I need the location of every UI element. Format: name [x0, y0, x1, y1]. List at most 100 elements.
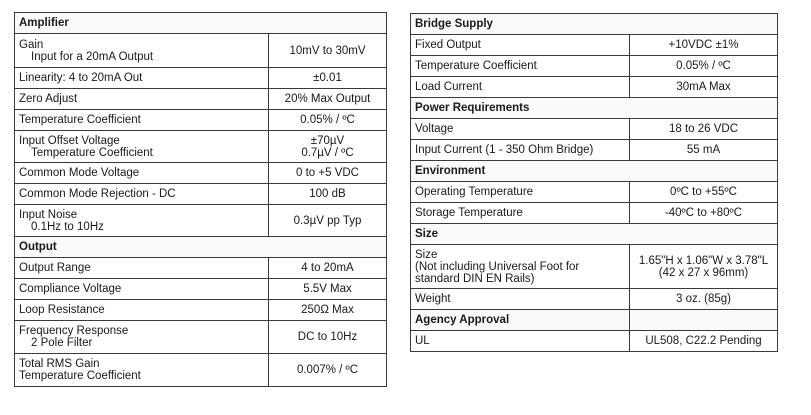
spec-row-compliance-voltage: Compliance Voltage 5.5V Max — [14, 278, 387, 300]
spec-value: 10mV to 30mV — [289, 44, 366, 57]
spec-label: Zero Adjust — [19, 93, 78, 105]
spec-value: DC to 10Hz — [297, 331, 358, 343]
spec-value-cell: 5.5V Max — [268, 278, 387, 300]
spec-row-voltage: Voltage 18 to 26 VDC — [410, 118, 779, 140]
spec-label-cell: Zero Adjust — [14, 88, 269, 110]
spec-label: Voltage — [415, 123, 454, 135]
spec-value-cell: 0.3µV pp Typ — [268, 204, 387, 237]
spec-value-cell: 55 mA — [628, 139, 779, 161]
spec-value-secondary: (42 x 27 x 96mm) — [658, 266, 749, 279]
spec-row-input-noise: Input Noise 0.1Hz to 10Hz 0.3µV pp Typ — [14, 204, 387, 237]
section-title: Bridge Supply — [409, 13, 779, 35]
spec-label-cell: Input Current (1 - 350 Ohm Bridge) — [410, 139, 630, 161]
spec-value: 0.007% / ºC — [296, 364, 359, 376]
spec-row-common-mode-voltage: Common Mode Voltage 0 to +5 VDC — [14, 162, 387, 184]
section-title: Size — [409, 223, 779, 245]
spec-label: Input Current (1 - 350 Ohm Bridge) — [415, 144, 594, 156]
spec-label-cell: Gain Input for a 20mA Output — [14, 33, 269, 68]
spec-label-cell: Weight — [410, 288, 630, 310]
spec-label: Output Range — [19, 262, 91, 274]
section-header-output: Output — [14, 236, 387, 258]
spec-label-cell: Input Offset Voltage Temperature Coeffici… — [14, 130, 269, 163]
spec-value: 30mA Max — [676, 81, 731, 93]
spec-value-cell: 0.007% / ºC — [268, 353, 387, 387]
spec-label: Frequency Response — [19, 325, 129, 337]
spec-value: 100 dB — [309, 188, 346, 200]
spec-value-cell: 0ºC to +55ºC — [628, 181, 779, 203]
spec-row-output-range: Output Range 4 to 20mA — [14, 257, 387, 279]
spec-label-cell: Temperature Coefficient — [14, 109, 269, 131]
spec-label: Load Current — [415, 81, 483, 93]
spec-value: 55 mA — [686, 144, 721, 156]
spec-value-cell: UL508, C22.2 Pending — [628, 330, 779, 352]
spec-value: 0.3µV pp Typ — [293, 214, 362, 227]
spec-sublabel: Temperature Coefficient — [19, 370, 141, 382]
spec-value-cell: +10VDC ±1% — [628, 34, 779, 56]
spec-row-total-rms-gain: Total RMS Gain Temperature Coefficient 0.0… — [14, 353, 387, 387]
spec-value-secondary: 0.7µV / ºC — [301, 146, 354, 159]
spec-row-load-current: Load Current 30mA Max — [410, 76, 779, 98]
spec-label-cell: Frequency Response 2 Pole Filter — [14, 320, 269, 354]
spec-row-gain: Gain Input for a 20mA Output 10mV to 30mV — [14, 33, 387, 68]
section-header-agency-approval: Agency Approval — [410, 309, 779, 331]
spec-label-cell: Size (Not including Universal Foot for sta… — [410, 244, 630, 289]
spec-label-cell: Storage Temperature — [410, 202, 630, 224]
spec-label: Fixed Output — [415, 39, 481, 51]
spec-value-cell: -40ºC to +80ºC — [628, 202, 779, 224]
spec-value-cell: DC to 10Hz — [268, 320, 387, 354]
spec-row-input-offset-voltage: Input Offset Voltage Temperature Coeffici… — [14, 130, 387, 163]
section-value-empty — [628, 309, 779, 331]
spec-label-cell: UL — [410, 330, 630, 352]
spec-value-cell: 1.65"H x 1.06"W x 3.78"L (42 x 27 x 96mm) — [628, 244, 779, 289]
spec-value-cell: 0 to +5 VDC — [268, 162, 387, 184]
spec-label-cell: Voltage — [410, 118, 630, 140]
spec-value-cell: 0.05% / ºC — [268, 109, 387, 131]
section-header-power-requirements: Power Requirements — [409, 97, 779, 119]
section-title: Environment — [409, 160, 779, 182]
spec-value: 4 to 20mA — [301, 262, 354, 274]
spec-sublabel: standard DIN EN Rails) — [415, 272, 535, 285]
spec-label: Compliance Voltage — [19, 283, 122, 295]
spec-label-cell: Output Range — [14, 257, 269, 279]
right-table-body: Bridge Supply Fixed Output +10VDC ±1% Tempe… — [409, 13, 779, 352]
spec-label-cell: Linearity: 4 to 20mA Out — [14, 67, 269, 89]
spec-value: ±0.01 — [313, 72, 342, 84]
spec-label-cell: Loop Resistance — [14, 299, 269, 321]
spec-row-temperature-coefficient: Temperature Coefficient 0.05% / ºC — [14, 109, 387, 131]
spec-label: Temperature Coefficient — [19, 114, 141, 126]
spec-value-cell: ±70µV 0.7µV / ºC — [268, 130, 387, 163]
spec-row-linearity-4-to-20ma-out: Linearity: 4 to 20mA Out ±0.01 — [14, 67, 387, 89]
spec-label-cell: Common Mode Rejection - DC — [14, 183, 269, 205]
spec-row-ul: UL UL508, C22.2 Pending — [410, 330, 779, 352]
spec-value: 5.5V Max — [303, 283, 352, 295]
spec-label-cell: Total RMS Gain Temperature Coefficient — [14, 353, 269, 387]
spec-label-cell: Compliance Voltage — [14, 278, 269, 300]
spec-row-zero-adjust: Zero Adjust 20% Max Output — [14, 88, 387, 110]
spec-row-operating-temperature: Operating Temperature 0ºC to +55ºC — [410, 181, 779, 203]
spec-sublabel: 0.1Hz to 10Hz — [31, 220, 104, 233]
section-title: Power Requirements — [409, 97, 779, 119]
spec-label: Input Noise — [19, 208, 78, 221]
spec-value-cell: ±0.01 — [268, 67, 387, 89]
spec-label: Storage Temperature — [415, 207, 523, 219]
spec-value: UL508, C22.2 Pending — [645, 335, 762, 347]
spec-value-cell: 10mV to 30mV — [268, 33, 387, 68]
spec-value: 0 to +5 VDC — [296, 167, 359, 179]
section-title: Agency Approval — [410, 309, 630, 331]
spec-sublabel: (Not including Universal Foot for — [415, 260, 580, 273]
section-header-size: Size — [409, 223, 779, 245]
spec-value: +10VDC ±1% — [668, 39, 739, 51]
spec-label: Total RMS Gain — [19, 358, 100, 370]
spec-value: ±70µV — [310, 134, 345, 147]
spec-sublabel: 2 Pole Filter — [31, 337, 93, 349]
spec-label-cell: Operating Temperature — [410, 181, 630, 203]
spec-label: Operating Temperature — [415, 186, 534, 198]
section-header-environment: Environment — [409, 160, 779, 182]
spec-value-cell: 20% Max Output — [268, 88, 387, 110]
spec-value: 20% Max Output — [284, 93, 371, 105]
spec-label: Input Offset Voltage — [19, 134, 120, 147]
supply-environment-spec-table: Bridge Supply Fixed Output +10VDC ±1% Tempe… — [409, 13, 779, 352]
spec-value: 0.05% / ºC — [300, 114, 355, 126]
spec-row-fixed-output: Fixed Output +10VDC ±1% — [410, 34, 779, 56]
spec-label-cell: Input Noise 0.1Hz to 10Hz — [14, 204, 269, 237]
